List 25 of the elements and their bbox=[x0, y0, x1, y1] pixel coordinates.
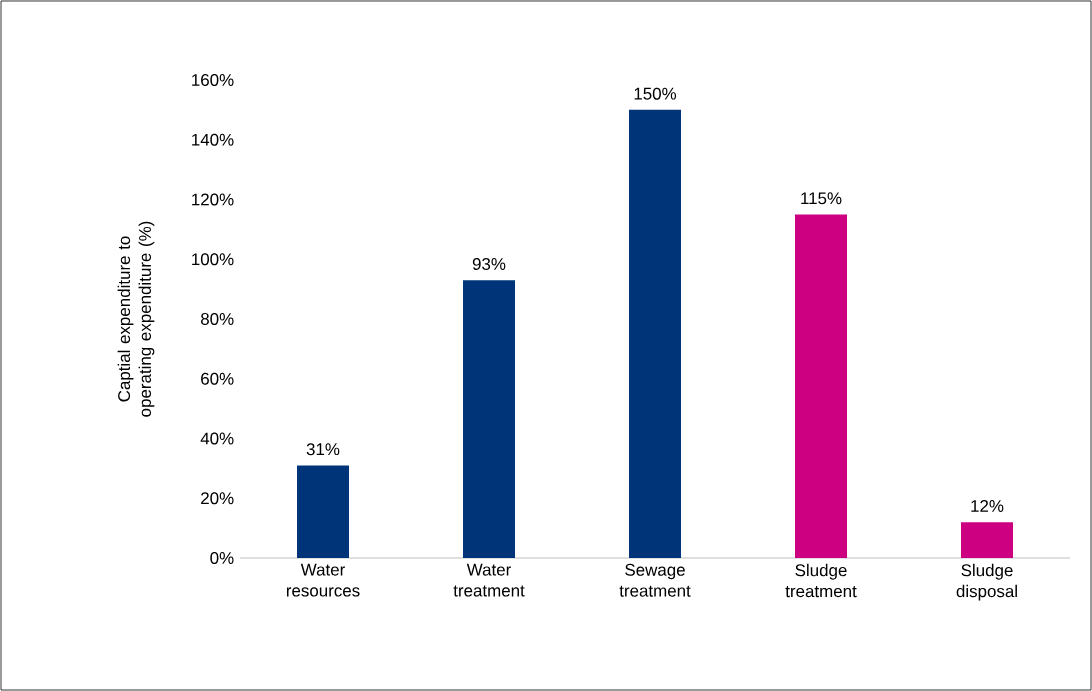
y-axis-title: Captial expenditure to operating expenditure (%) bbox=[117, 221, 155, 417]
x-tick-label: Sludge treatment bbox=[785, 563, 857, 598]
y-tick-label: 80% bbox=[200, 313, 234, 325]
y-tick-label: 40% bbox=[200, 432, 234, 445]
y-tick-label: 160% bbox=[192, 73, 234, 86]
data-label: 12% bbox=[971, 500, 1004, 512]
x-tick-label: Sludge disposal bbox=[956, 563, 1017, 601]
bar bbox=[629, 109, 681, 558]
bar bbox=[463, 280, 515, 558]
data-label: 31% bbox=[306, 443, 340, 456]
y-tick-label: 20% bbox=[201, 492, 234, 505]
y-tick-label: 140% bbox=[192, 133, 234, 146]
y-tick-label: 60% bbox=[201, 372, 234, 385]
bar bbox=[795, 214, 848, 558]
y-tick-label: 120% bbox=[192, 193, 234, 206]
y-tick-label: 100% bbox=[192, 253, 234, 266]
x-tick-label: Sewage treatment bbox=[619, 563, 691, 597]
x-tick-label: Water treatment bbox=[453, 563, 525, 597]
x-tick-label: Water resources bbox=[286, 563, 360, 597]
bar bbox=[961, 522, 1014, 558]
bar bbox=[297, 465, 349, 558]
data-label: 150% bbox=[634, 87, 677, 100]
y-tick-label: 0% bbox=[210, 552, 234, 564]
data-label: 115% bbox=[801, 192, 842, 205]
data-label: 93% bbox=[472, 257, 506, 270]
